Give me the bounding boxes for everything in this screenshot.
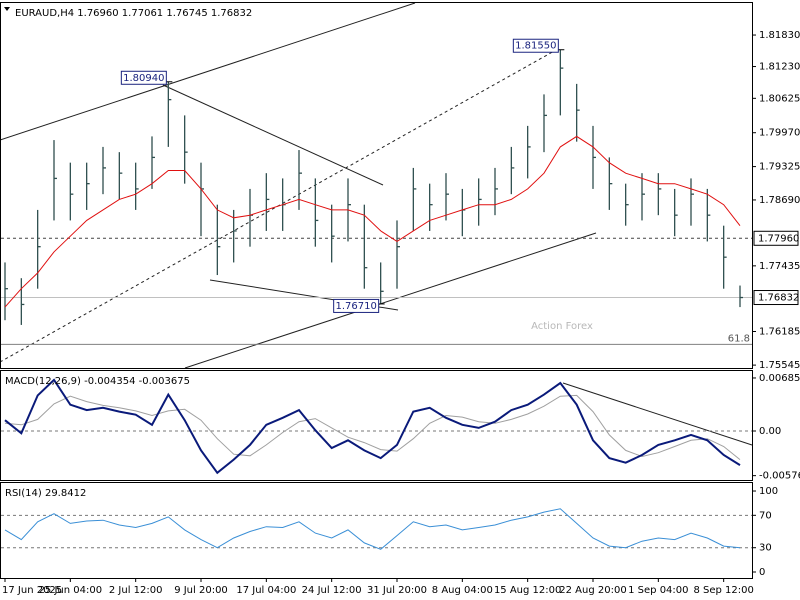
x-tick-label: 15 Aug 12:00 — [494, 585, 561, 596]
y-tick-label: 1.75545 — [759, 360, 800, 371]
x-tick-label: 8 Sep 12:00 — [693, 585, 753, 596]
signal-line — [4, 394, 741, 460]
x-tick-label: 2 Jul 12:00 — [109, 585, 163, 596]
level-label: 61.8 — [728, 333, 750, 344]
y-tick-label: 30 — [759, 543, 772, 554]
y-tick-label: -0.005768 — [759, 471, 800, 482]
y-tick-label: 1.79970 — [759, 128, 800, 139]
panel-border — [0, 370, 753, 481]
indicator-line — [4, 508, 741, 550]
moving-average — [4, 135, 741, 308]
annotation-box — [512, 38, 559, 53]
y-tick-label: 1.80625 — [759, 93, 800, 104]
annotation-box — [333, 298, 380, 313]
y-tick-label: 70 — [759, 510, 772, 521]
y-tick-label: 100 — [759, 486, 778, 497]
indicator-line — [4, 378, 741, 475]
panel-title: MACD(12,26,9) -0.004354 -0.003675 — [5, 376, 190, 387]
y-tick-label: 1.81230 — [759, 62, 800, 73]
y-tick-label: 1.81830 — [759, 30, 800, 41]
x-tick-label: 25 Jun 04:00 — [39, 585, 103, 596]
level-label-box — [753, 230, 799, 246]
menu-arrow — [4, 7, 10, 11]
x-tick-label: 17 Jun 2025 — [2, 585, 62, 596]
level-label: 1.77960 — [758, 233, 799, 244]
annotation-label: 1.81550 — [515, 41, 556, 52]
annotation-label: 1.80940 — [123, 73, 164, 84]
annotation-box — [120, 70, 167, 85]
macd-trendline — [562, 382, 753, 446]
y-tick-label: 1.79325 — [759, 162, 800, 173]
annotation-label: 1.76710 — [335, 301, 376, 312]
channel-upper — [0, 2, 416, 141]
panel-border — [0, 2, 753, 369]
y-tick-label: 1.77435 — [759, 261, 800, 272]
y-tick-label: 1.76185 — [759, 327, 800, 338]
y-tick-label: 0.00685 — [759, 373, 800, 384]
x-tick-label: 1 Sep 04:00 — [628, 585, 688, 596]
x-tick-label: 31 Jul 20:00 — [367, 585, 427, 596]
y-tick-label: 1.78690 — [759, 195, 800, 206]
level-label: 1.76832 — [758, 293, 799, 304]
panel-title: EURAUD,H4 1.76960 1.77061 1.76745 1.7683… — [15, 8, 252, 19]
triangle-upper — [162, 84, 384, 186]
y-tick-label: 0.00 — [759, 426, 781, 437]
x-tick-label: 22 Aug 20:00 — [559, 585, 626, 596]
x-tick-label: 9 Jul 20:00 — [174, 585, 228, 596]
channel-lower — [184, 232, 597, 369]
panel-border — [0, 482, 753, 579]
y-tick-label: 0 — [759, 567, 765, 578]
level-label-box — [753, 290, 799, 306]
watermark: Action Forex — [531, 321, 593, 332]
x-tick-label: 24 Jul 12:00 — [302, 585, 362, 596]
x-tick-label: 8 Aug 04:00 — [432, 585, 493, 596]
panel-title: RSI(14) 29.8412 — [5, 488, 86, 499]
x-tick-label: 17 Jul 04:00 — [236, 585, 296, 596]
